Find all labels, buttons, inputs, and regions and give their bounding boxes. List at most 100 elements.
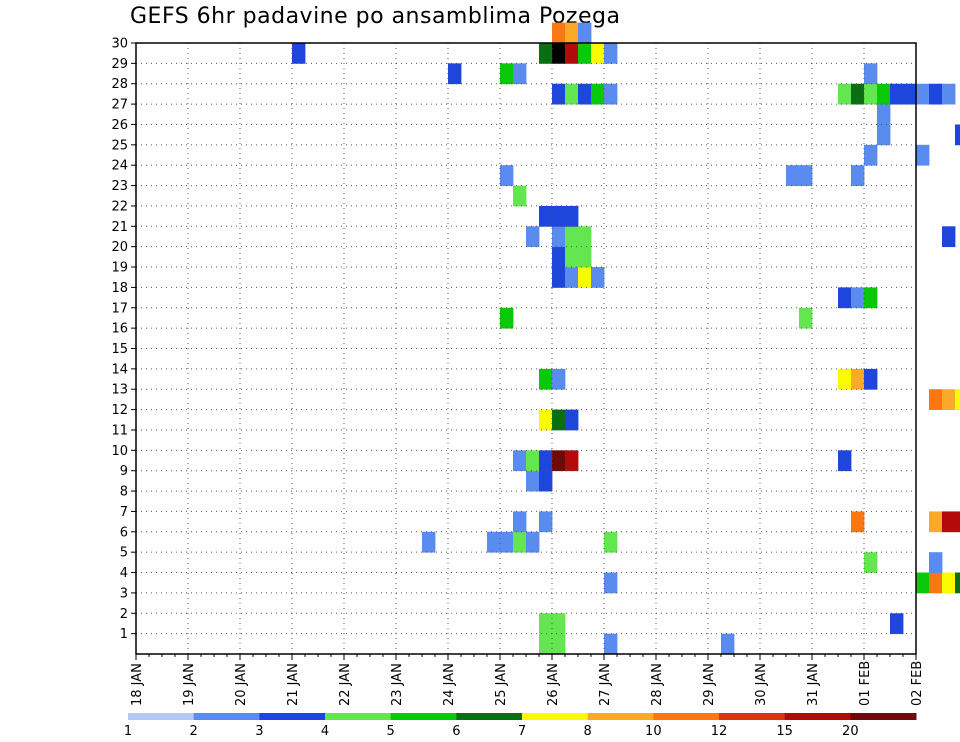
heatmap-cell [565,43,579,64]
y-tick-label: 22 [111,199,128,214]
y-tick-label: 13 [111,383,128,398]
y-tick-label: 14 [111,362,128,377]
y-tick-label: 23 [111,179,128,194]
heatmap-cell [526,450,540,472]
y-tick-label: 10 [111,444,128,459]
heatmap-cell [929,572,943,594]
heatmap-cell [539,470,553,492]
x-tick-label: 01 FEB [858,661,873,706]
heatmap-cell [942,572,956,594]
heatmap-cell [851,287,865,309]
heatmap-cell [864,144,878,166]
heatmap-cell [565,450,579,472]
heatmap-cell [877,104,891,125]
colorbar-swatch [193,713,260,720]
heatmap-cell [929,511,943,533]
heatmap-cell [565,205,579,227]
heatmap-cell [539,368,553,390]
heatmap-cell [513,450,527,472]
x-tick-label: 18 JAN [130,663,145,706]
heatmap-cell [838,83,852,105]
heatmap-cell [500,165,514,186]
heatmap-cell [526,226,540,248]
heatmap-cell [604,83,618,105]
cells-layer [292,22,960,655]
colorbar-swatch [522,713,589,720]
heatmap-cell [864,287,878,309]
heatmap-cell [955,124,960,146]
heatmap-cell [721,633,735,655]
colorbar-swatch [784,713,851,720]
heatmap-cell [539,613,553,635]
heatmap-cell [539,205,553,227]
heatmap-cell [864,63,878,85]
y-tick-label: 16 [111,322,128,337]
heatmap-cell [578,22,592,44]
y-tick-label: 4 [120,566,128,581]
y-tick-label: 15 [111,342,128,357]
heatmap-cell [955,572,960,594]
heatmap-cell [513,531,527,553]
heatmap-cell [890,613,904,635]
heatmap-cell [604,43,618,64]
heatmap-cell [890,83,904,105]
y-tick-label: 6 [120,525,128,540]
heatmap-cell [552,267,566,288]
y-tick-label: 3 [120,586,128,601]
heatmap-cell [565,409,579,431]
heatmap-cell [916,83,930,105]
x-tick-label: 21 JAN [286,663,301,706]
heatmap-cell [552,22,566,44]
colorbar-label: 10 [645,724,662,739]
heatmap-cell [552,633,566,655]
colorbar-label: 5 [387,724,395,739]
colorbar-swatch [719,713,786,720]
x-tick-label: 27 JAN [598,663,613,706]
colorbar-swatch [456,713,523,720]
colorbar-label: 3 [255,724,263,739]
heatmap-cell [565,22,579,44]
heatmap-cell [565,246,579,268]
x-tick-label: 19 JAN [182,663,197,706]
heatmap-cell [539,633,553,655]
heatmap-cell [604,572,618,594]
colorbar-layer: 1 2 3 4 5 6 7 8 10 12 15 20 [124,713,917,739]
y-tick-label: 18 [111,281,128,296]
heatmap-cell [500,531,514,553]
colorbar-swatch [587,713,654,720]
heatmap-cell [851,511,865,533]
heatmap-cell [942,83,956,105]
y-tick-label: 30 [111,37,128,52]
x-tick-label: 31 JAN [806,663,821,706]
heatmap-cell [591,43,605,64]
heatmap-cell [552,613,566,635]
heatmap-cell [565,83,579,105]
heatmap-cell [487,531,501,553]
heatmap-cell [513,185,527,207]
heatmap-cell [565,267,579,288]
heatmap-cell [552,246,566,268]
colorbar-swatch [128,713,195,720]
heatmap-cell [838,287,852,309]
heatmap-cell [500,307,514,329]
x-tick-label: 23 JAN [390,663,405,706]
x-tick-label: 02 FEB [910,661,925,706]
heatmap-cell [877,124,891,146]
heatmap-cell [513,63,527,85]
heatmap-cell [552,43,566,64]
chart-title: GEFS 6hr padavine po ansamblima Pozega [130,4,621,29]
y-tick-label: 28 [111,77,128,92]
heatmap-cell [578,83,592,105]
y-tick-label: 1 [120,627,128,642]
y-tick-label: 21 [111,220,128,235]
y-tick-label: 25 [111,138,128,153]
heatmap-cell [851,368,865,390]
colorbar-swatch [850,713,917,720]
colorbar-swatch [390,713,457,720]
heatmap-cell [578,246,592,268]
heatmap-cell [422,531,436,553]
x-tick-label: 30 JAN [754,663,769,706]
heatmap-cell [942,511,956,533]
heatmap-cell [552,368,566,390]
